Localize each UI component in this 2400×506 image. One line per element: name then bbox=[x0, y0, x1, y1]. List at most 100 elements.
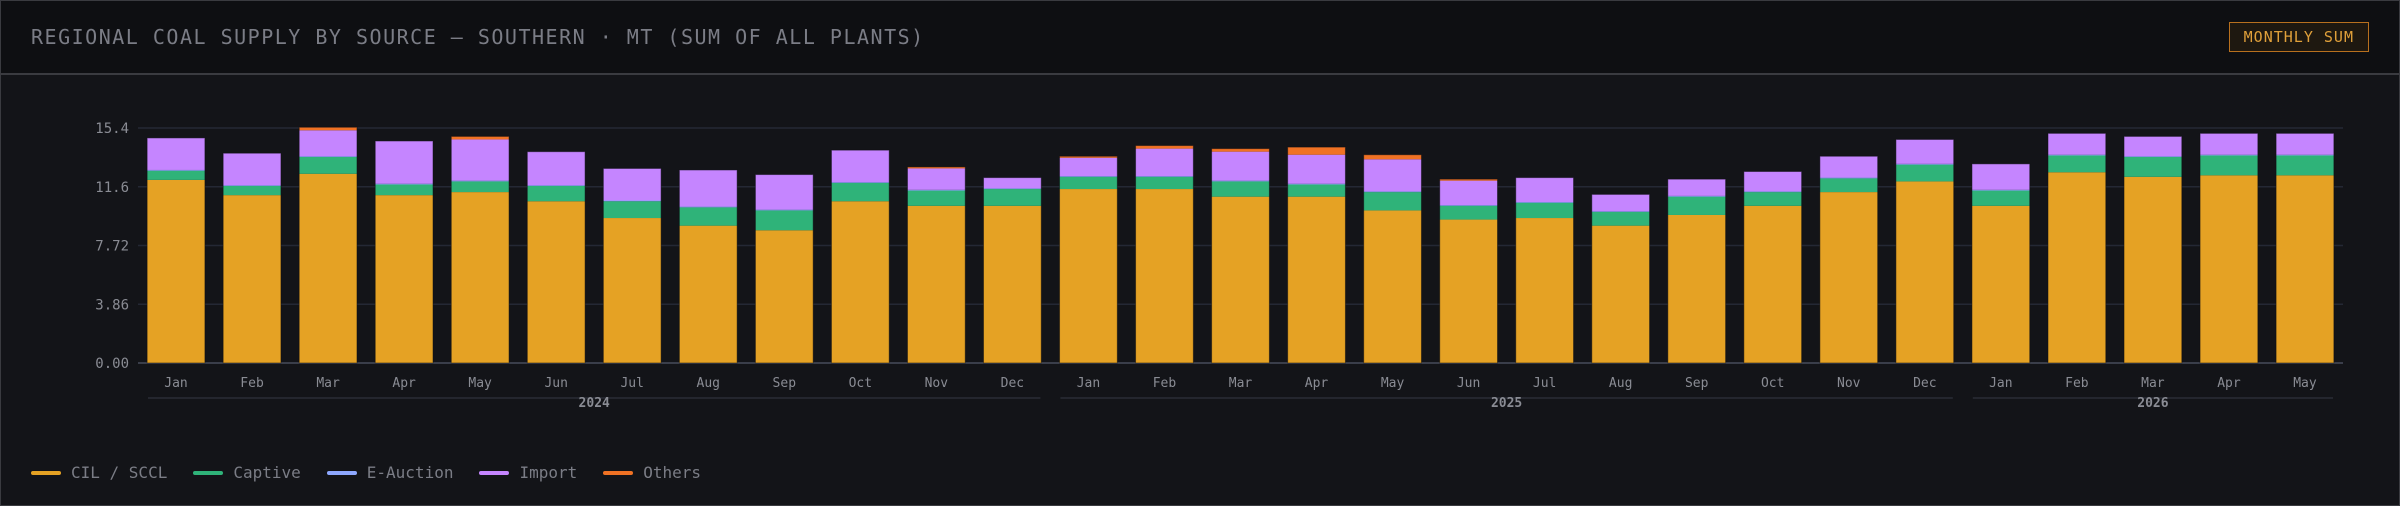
bar-segment bbox=[603, 201, 662, 219]
bar-outline bbox=[146, 137, 206, 364]
x-tick-label: Jul bbox=[620, 376, 643, 391]
y-tick-label: 11.6 bbox=[95, 180, 129, 196]
bar-segment bbox=[375, 140, 434, 184]
bar-segment bbox=[1743, 192, 1802, 206]
legend-swatch bbox=[479, 470, 510, 475]
bar-segment bbox=[1439, 179, 1498, 181]
bar-segment bbox=[223, 185, 281, 196]
bar-outline bbox=[1819, 155, 1879, 364]
legend-swatch bbox=[326, 470, 357, 475]
bar-segment bbox=[755, 209, 814, 211]
bar-segment bbox=[1439, 205, 1498, 206]
bar-segment bbox=[983, 188, 1042, 190]
year-label: 2024 bbox=[579, 396, 610, 411]
bar-outline bbox=[1439, 178, 1498, 364]
bar-segment bbox=[1667, 195, 1726, 197]
bar-segment bbox=[2047, 154, 2106, 156]
bar-outline bbox=[678, 169, 738, 364]
bar-outline bbox=[1971, 163, 2031, 364]
x-tick-label: Aug bbox=[697, 376, 720, 391]
bar-segment bbox=[983, 205, 1042, 363]
bar-segment bbox=[147, 170, 205, 180]
bar-segment bbox=[2200, 175, 2258, 363]
legend-item[interactable]: Import bbox=[479, 463, 577, 482]
bar-outline bbox=[374, 140, 434, 364]
bar-segment bbox=[907, 168, 966, 190]
legend-label: CIL / SCCL bbox=[71, 463, 168, 482]
x-tick-label: Mar bbox=[316, 376, 340, 391]
bar-segment bbox=[679, 207, 738, 226]
bar-segment bbox=[1819, 178, 1878, 193]
bar-outline bbox=[1515, 177, 1575, 364]
bar-segment bbox=[451, 136, 510, 140]
bar-outline bbox=[1211, 148, 1270, 364]
legend-item[interactable]: Others bbox=[603, 463, 701, 482]
bar-segment bbox=[299, 173, 357, 363]
bar-segment bbox=[1135, 145, 1194, 149]
panel-header: REGIONAL COAL SUPPLY BY SOURCE — SOUTHER… bbox=[1, 1, 2399, 75]
bar-segment bbox=[1515, 218, 1574, 363]
legend-item[interactable]: Captive bbox=[193, 463, 301, 482]
y-tick-label: 15.4 bbox=[95, 121, 129, 137]
x-tick-label: Aug bbox=[1609, 376, 1632, 391]
bar-segment bbox=[1363, 159, 1422, 192]
bar-segment bbox=[831, 182, 890, 202]
bar-outline bbox=[526, 151, 586, 364]
legend-item[interactable]: CIL / SCCL bbox=[31, 463, 167, 482]
x-tick-label: Jan bbox=[1077, 376, 1100, 391]
x-tick-label: Feb bbox=[1153, 376, 1177, 391]
legend-label: Captive bbox=[233, 463, 301, 482]
bar-segment bbox=[755, 210, 814, 231]
bar-outline bbox=[1363, 154, 1422, 364]
bar-outline bbox=[2199, 132, 2259, 364]
bar-segment bbox=[1515, 202, 1574, 219]
x-tick-label: Sep bbox=[773, 376, 797, 391]
bar-segment bbox=[527, 185, 586, 186]
bar-segment bbox=[907, 205, 966, 363]
monthly-sum-button[interactable]: MONTHLY SUM bbox=[2228, 22, 2369, 52]
bar-outline bbox=[450, 135, 510, 364]
bar-segment bbox=[1895, 181, 1954, 363]
bar-outline bbox=[983, 177, 1042, 364]
bar-segment bbox=[1363, 154, 1422, 160]
bar-segment bbox=[1059, 176, 1118, 177]
bar-segment bbox=[1591, 225, 1650, 363]
bar-segment bbox=[1135, 176, 1194, 190]
legend-item[interactable]: E-Auction bbox=[326, 463, 454, 482]
legend-swatch bbox=[193, 470, 224, 475]
bar-segment bbox=[1743, 171, 1802, 192]
bar-segment bbox=[1211, 180, 1270, 182]
bar-segment bbox=[1211, 181, 1270, 197]
bar-segment bbox=[2276, 154, 2334, 156]
bar-segment bbox=[2276, 155, 2334, 176]
legend-label: Import bbox=[519, 463, 578, 482]
bar-segment bbox=[1135, 189, 1194, 363]
y-tick-label: 0.00 bbox=[95, 356, 129, 372]
x-tick-label: May bbox=[2293, 376, 2317, 391]
bar-segment bbox=[1211, 196, 1270, 363]
bar-segment bbox=[1287, 183, 1346, 185]
bar-segment bbox=[451, 181, 510, 193]
bar-segment bbox=[299, 156, 357, 157]
bar-outline bbox=[2123, 135, 2183, 364]
chart-title: REGIONAL COAL SUPPLY BY SOURCE — SOUTHER… bbox=[31, 25, 925, 49]
bar-segment bbox=[1971, 205, 2030, 363]
bar-segment bbox=[375, 183, 434, 185]
bar-outline bbox=[1895, 138, 1955, 364]
bar-segment bbox=[2200, 133, 2258, 155]
bar-segment bbox=[831, 150, 890, 183]
bar-segment bbox=[1591, 211, 1650, 212]
bar-segment bbox=[603, 218, 662, 363]
bar-segment bbox=[907, 189, 966, 191]
bar-outline bbox=[1591, 193, 1651, 364]
bar-segment bbox=[1819, 177, 1878, 179]
bar-segment bbox=[299, 130, 357, 157]
bar-outline bbox=[754, 174, 814, 364]
x-tick-label: May bbox=[468, 376, 492, 391]
year-label: 2026 bbox=[2137, 396, 2168, 411]
bar-segment bbox=[375, 184, 434, 196]
legend-label: E-Auction bbox=[366, 463, 454, 482]
bar-segment bbox=[1439, 180, 1498, 206]
bar-segment bbox=[1211, 148, 1270, 152]
x-tick-label: Nov bbox=[1837, 376, 1861, 391]
